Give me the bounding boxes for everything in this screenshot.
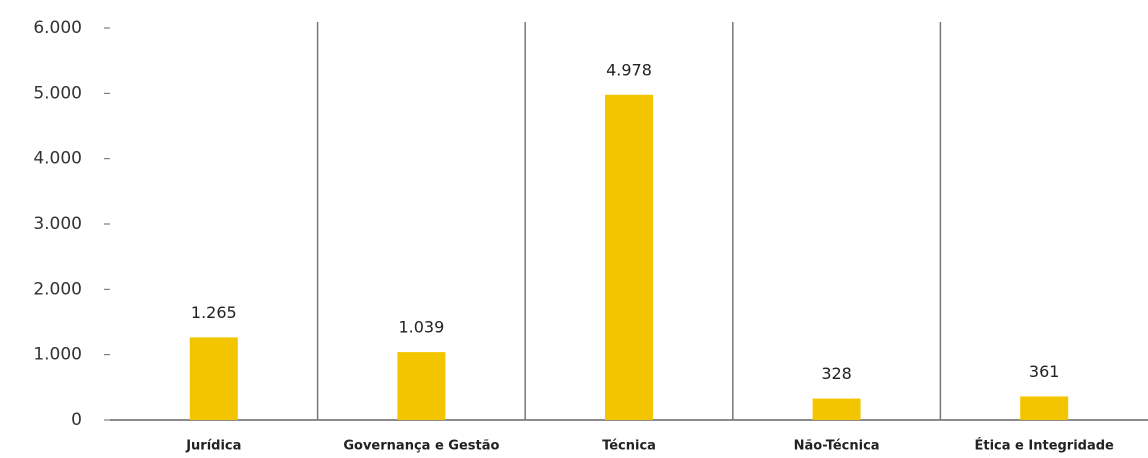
y-tick-label: 5.000	[33, 83, 82, 103]
value-label: 4.978	[606, 60, 652, 79]
y-tick-label: 4.000	[33, 149, 82, 169]
x-tick-label: Não-Técnica	[794, 439, 880, 454]
value-label: 1.265	[191, 303, 237, 322]
y-tick-label: 3.000	[33, 214, 82, 234]
x-tick-label: Ética e Integridade	[974, 438, 1114, 454]
x-tick-label: Governança e Gestão	[343, 439, 499, 454]
bar	[397, 352, 446, 420]
bar	[189, 337, 238, 420]
bar	[605, 94, 653, 421]
y-tick-label: 6.000	[33, 18, 82, 38]
y-tick-label: 2.000	[33, 279, 82, 299]
y-tick-label: 0	[71, 410, 82, 430]
value-label: 1.039	[398, 318, 444, 337]
x-tick-label: Jurídica	[185, 439, 241, 454]
value-label: 328	[821, 364, 852, 383]
value-label: 361	[1029, 362, 1060, 381]
bar	[1020, 396, 1069, 420]
y-tick-label: 1.000	[33, 345, 82, 365]
bar	[812, 398, 861, 420]
x-tick-label: Técnica	[602, 439, 656, 454]
